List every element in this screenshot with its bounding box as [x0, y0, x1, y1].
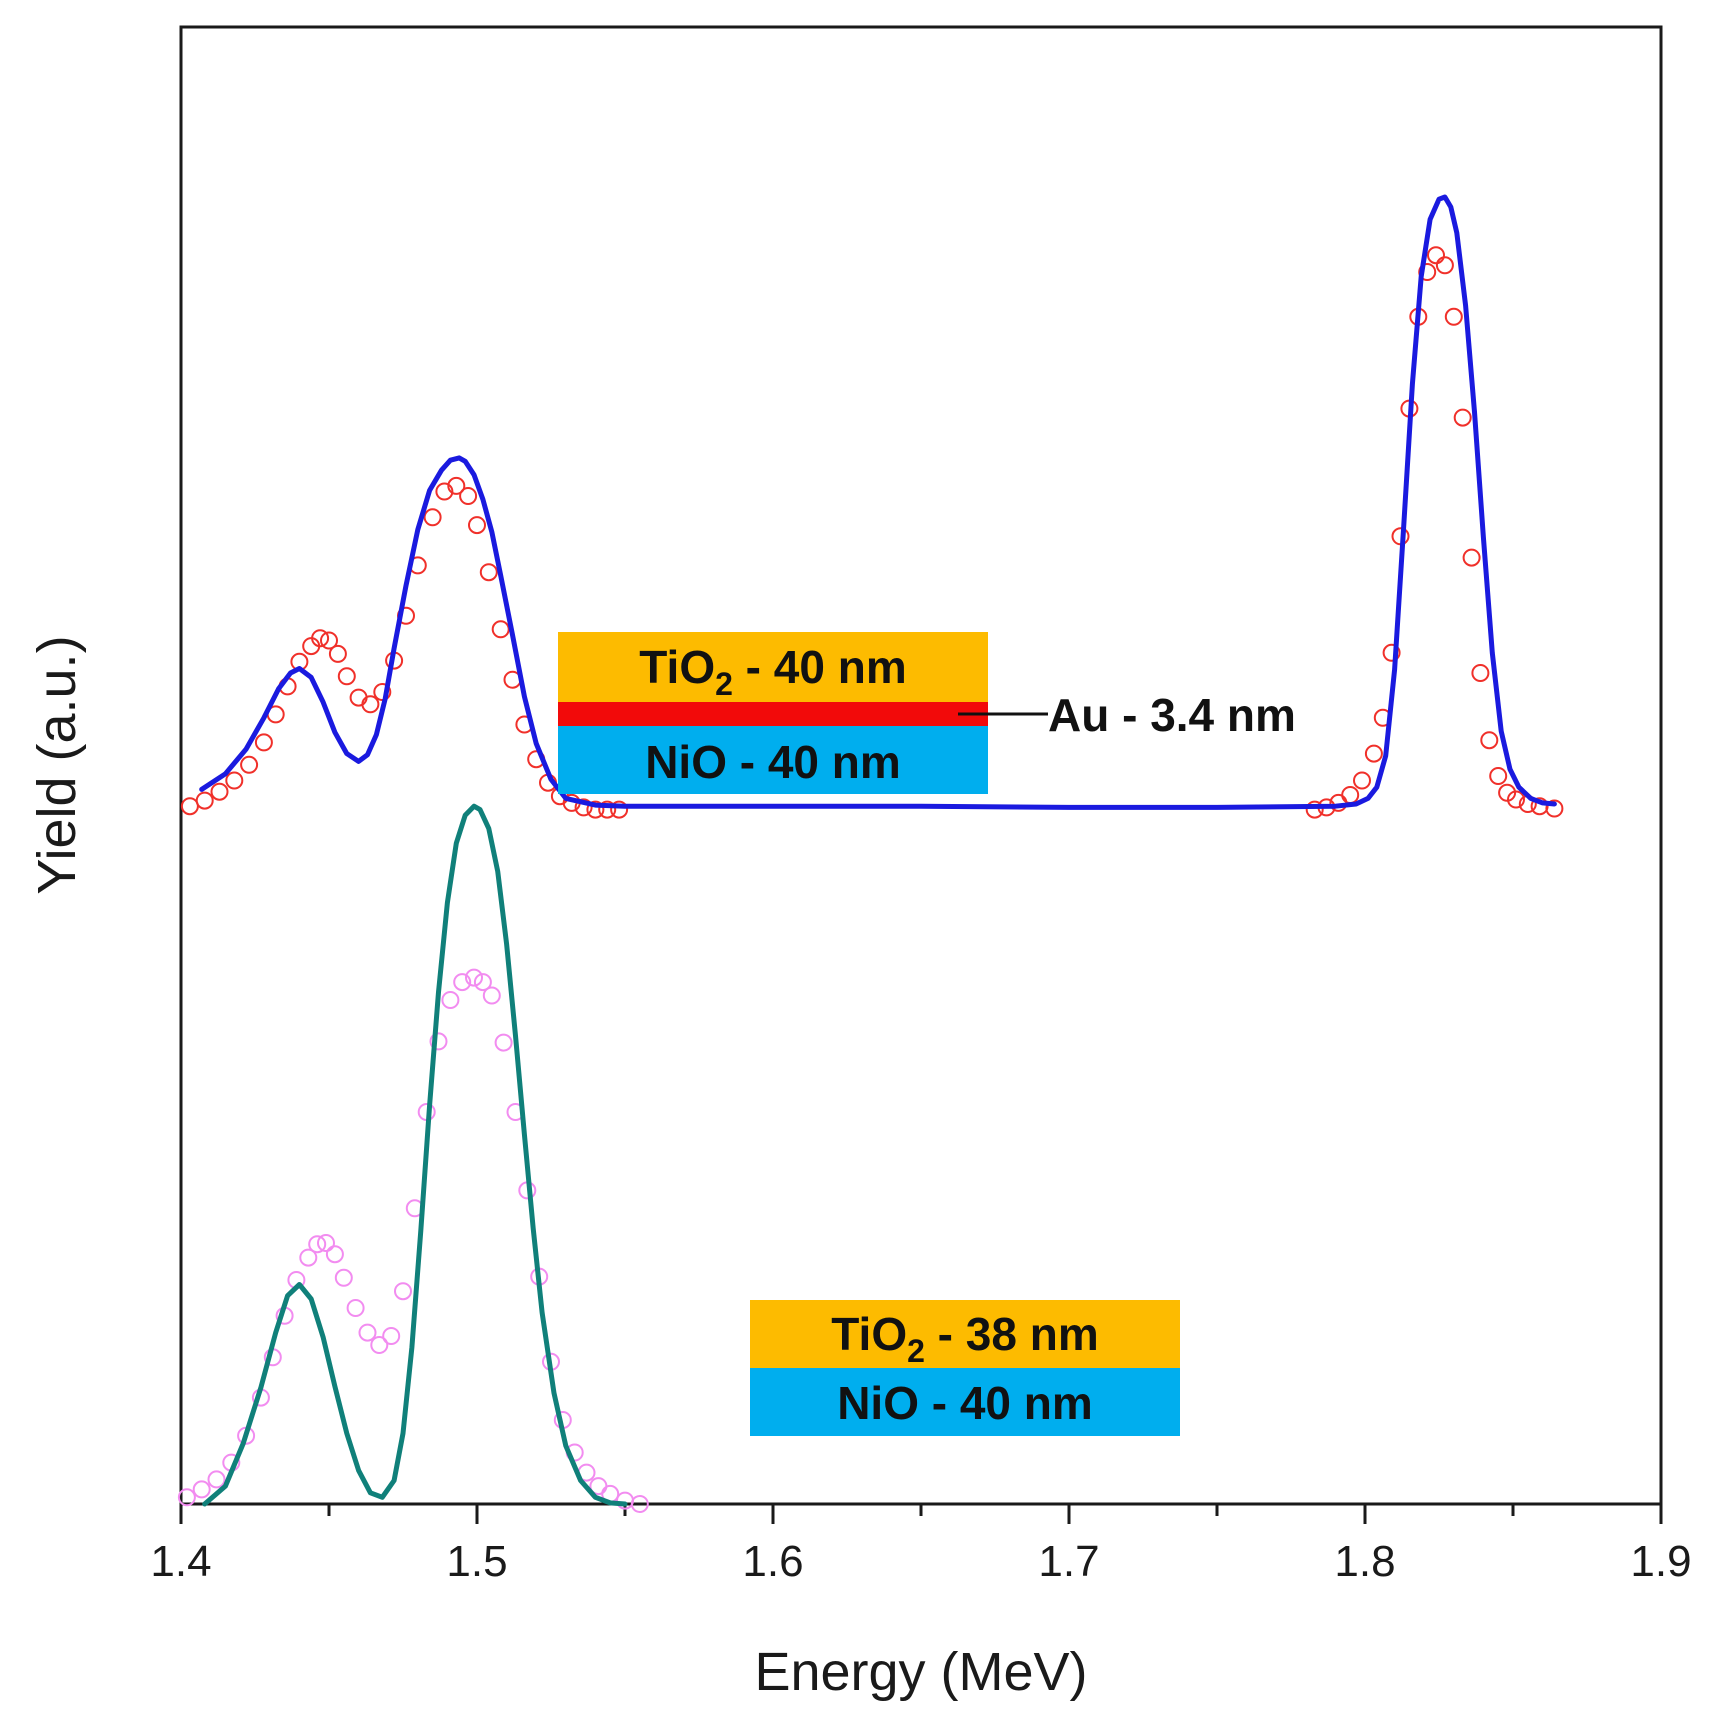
data-point [435, 482, 454, 501]
data-point [1427, 246, 1445, 265]
data-point [482, 986, 501, 1005]
data-point [325, 1245, 344, 1264]
data-point [610, 800, 629, 819]
data-point [207, 1470, 226, 1489]
data-point [337, 667, 356, 686]
data-point [334, 1268, 353, 1287]
x-tick-label: 1.6 [742, 1537, 803, 1586]
data-point [195, 791, 214, 810]
data-point [177, 1488, 196, 1507]
x-axis-tick-labels: 1.4 1.5 1.6 1.7 1.8 1.9 [150, 1537, 1691, 1586]
data-point [465, 968, 483, 987]
data-point [574, 798, 593, 817]
data-point [308, 1235, 327, 1254]
lower-nio-layer [750, 1368, 1180, 1436]
data-point [473, 973, 492, 992]
data-point [447, 476, 466, 495]
upper-tio2-label: TiO2 - 40 nm [639, 641, 906, 702]
data-point [1305, 800, 1324, 819]
upper-au-layer [558, 702, 988, 726]
x-tick-label: 1.7 [1038, 1537, 1099, 1586]
x-axis-ticks [179, 1504, 1663, 1524]
data-point [586, 800, 605, 819]
data-point [311, 629, 330, 648]
lower-tio2-layer [750, 1300, 1180, 1368]
data-point [479, 563, 498, 582]
data-point [1545, 799, 1564, 818]
data-point [394, 1282, 412, 1301]
data-point [453, 973, 472, 992]
data-point [630, 1495, 649, 1513]
data-point [1418, 263, 1437, 281]
data-point [373, 683, 392, 701]
data-point [1507, 790, 1525, 809]
data-point [1453, 408, 1472, 427]
series-3 [202, 803, 628, 1507]
x-tick-label: 1.4 [150, 1537, 211, 1586]
x-tick-label: 1.9 [1630, 1537, 1691, 1586]
data-point [346, 1299, 365, 1317]
data-point [192, 1480, 211, 1499]
data-point [441, 991, 460, 1009]
x-axis-label: Energy (MeV) [754, 1642, 1087, 1702]
data-point [598, 800, 617, 819]
data-point [459, 487, 478, 505]
lower-layer-stack-legend: TiO2 - 38 nm NiO - 40 nm [750, 1300, 1180, 1436]
data-point [423, 508, 442, 527]
series-line [202, 803, 628, 1507]
data-point [429, 1032, 448, 1051]
data-point [1435, 256, 1454, 275]
data-point [1489, 767, 1508, 785]
upper-nio-layer [558, 726, 988, 794]
upper-layer-stack-legend: TiO2 - 40 nm NiO - 40 nm Au - 3.4 nm [558, 632, 1296, 794]
data-point [1444, 307, 1463, 326]
lower-tio2-label: TiO2 - 38 nm [831, 1308, 1098, 1369]
au-annotation: Au - 3.4 nm [1048, 689, 1296, 741]
data-point [225, 771, 244, 790]
data-point [370, 1336, 389, 1354]
x-tick-label: 1.5 [446, 1537, 507, 1586]
data-point [358, 1323, 377, 1342]
upper-tio2-layer [558, 632, 988, 702]
data-point [1353, 771, 1371, 790]
data-point [1462, 548, 1481, 567]
upper-nio-label: NiO - 40 nm [645, 736, 901, 788]
data-point [1364, 744, 1383, 763]
data-point [240, 755, 259, 774]
data-point [468, 516, 486, 535]
data-point [1471, 664, 1490, 682]
data-point [320, 631, 338, 650]
lower-nio-label: NiO - 40 nm [837, 1377, 1093, 1429]
data-point [328, 644, 347, 663]
data-point [299, 1248, 318, 1267]
data-point [254, 733, 273, 752]
x-tick-label: 1.8 [1334, 1537, 1395, 1586]
data-point [1480, 731, 1499, 750]
data-point [491, 620, 510, 639]
data-point [494, 1033, 513, 1052]
data-point [382, 1327, 401, 1345]
y-axis-label: Yield (a.u.) [27, 635, 87, 894]
data-point [317, 1234, 335, 1252]
data-point [210, 782, 229, 801]
data-point [361, 695, 380, 714]
data-point [1382, 643, 1401, 662]
